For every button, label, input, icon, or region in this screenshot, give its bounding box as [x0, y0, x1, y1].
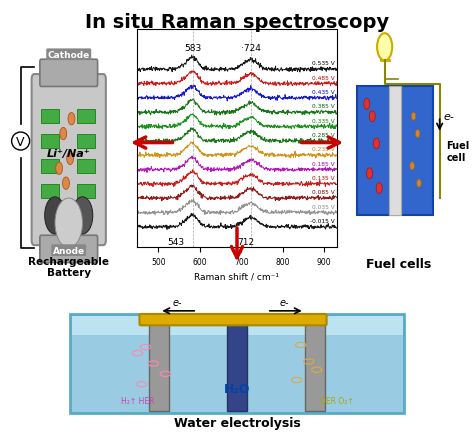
- Bar: [77, 110, 95, 124]
- Text: 0.485 V: 0.485 V: [312, 76, 335, 80]
- Circle shape: [55, 199, 82, 248]
- Text: Rechargeable
Battery: Rechargeable Battery: [28, 256, 109, 278]
- Bar: [41, 110, 59, 124]
- Bar: [77, 135, 95, 148]
- Circle shape: [55, 163, 63, 175]
- Text: e-: e-: [444, 112, 455, 122]
- Text: 0.385 V: 0.385 V: [312, 104, 335, 109]
- Bar: [41, 135, 59, 148]
- Circle shape: [376, 183, 382, 194]
- FancyBboxPatch shape: [40, 60, 98, 87]
- Text: Water electrolysis: Water electrolysis: [173, 416, 301, 429]
- Circle shape: [366, 168, 373, 179]
- Bar: [149, 320, 169, 411]
- Text: 583: 583: [184, 44, 201, 53]
- Text: e-: e-: [173, 297, 182, 307]
- Bar: [41, 160, 59, 173]
- Text: Anode: Anode: [53, 246, 85, 255]
- Bar: [41, 184, 59, 198]
- Text: e-: e-: [280, 297, 290, 307]
- Text: Cathode: Cathode: [47, 51, 90, 59]
- Text: 543: 543: [167, 237, 184, 246]
- Text: 0.185 V: 0.185 V: [312, 161, 335, 166]
- Bar: [77, 184, 95, 198]
- Text: 0.135 V: 0.135 V: [312, 176, 335, 181]
- Text: 0.035 V: 0.035 V: [312, 204, 335, 209]
- FancyBboxPatch shape: [139, 314, 327, 326]
- Circle shape: [369, 112, 375, 122]
- Circle shape: [72, 197, 93, 234]
- Circle shape: [63, 178, 69, 190]
- Text: 712: 712: [237, 237, 255, 246]
- Circle shape: [67, 153, 73, 165]
- Text: Fuel cells: Fuel cells: [366, 257, 431, 270]
- X-axis label: Raman shift / cm⁻¹: Raman shift / cm⁻¹: [194, 272, 280, 281]
- Text: OER O₂↑: OER O₂↑: [319, 396, 354, 405]
- Text: Li⁺/Na⁺: Li⁺/Na⁺: [47, 149, 91, 159]
- Circle shape: [45, 197, 65, 234]
- Circle shape: [68, 113, 75, 125]
- FancyBboxPatch shape: [32, 75, 106, 246]
- Text: 0.085 V: 0.085 V: [312, 190, 335, 195]
- Circle shape: [411, 113, 416, 121]
- Text: H₂↑ HER: H₂↑ HER: [121, 396, 154, 405]
- Text: 0.285 V: 0.285 V: [312, 133, 335, 138]
- Text: H₂O: H₂O: [224, 383, 250, 395]
- FancyBboxPatch shape: [40, 236, 98, 263]
- Circle shape: [410, 162, 414, 171]
- Circle shape: [364, 99, 370, 110]
- Bar: [70, 335, 404, 413]
- Bar: [389, 87, 401, 216]
- Text: 0.335 V: 0.335 V: [312, 118, 335, 123]
- Bar: [70, 314, 404, 413]
- Text: V: V: [17, 135, 25, 148]
- Text: ·724: ·724: [241, 44, 261, 53]
- Text: 0.235 V: 0.235 V: [312, 147, 335, 152]
- Circle shape: [415, 130, 420, 138]
- Text: -0.015 V: -0.015 V: [310, 218, 335, 224]
- Circle shape: [377, 34, 392, 61]
- Circle shape: [417, 180, 421, 188]
- Bar: [357, 87, 433, 216]
- Text: 0.435 V: 0.435 V: [312, 90, 335, 95]
- Bar: [305, 320, 325, 411]
- Bar: [227, 320, 247, 411]
- Text: 0.535 V: 0.535 V: [312, 61, 335, 66]
- Circle shape: [60, 128, 67, 141]
- Circle shape: [374, 139, 379, 150]
- Text: Fuel
cell: Fuel cell: [447, 141, 470, 162]
- Bar: [77, 160, 95, 173]
- Text: In situ Raman spectroscopy: In situ Raman spectroscopy: [85, 13, 389, 32]
